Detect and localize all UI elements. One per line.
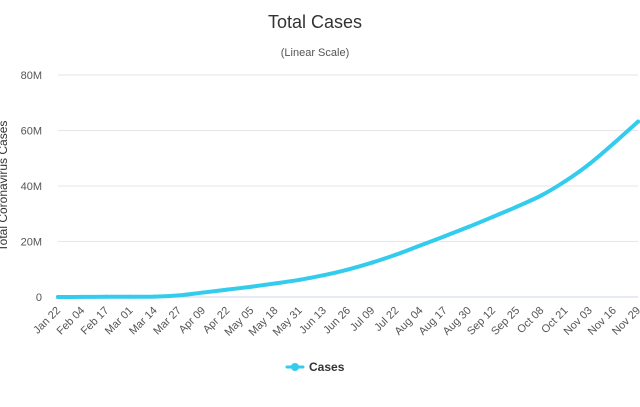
data-point[interactable] bbox=[636, 119, 640, 124]
data-point[interactable] bbox=[611, 141, 616, 146]
data-point[interactable] bbox=[225, 287, 230, 292]
data-point[interactable] bbox=[491, 214, 495, 219]
data-point[interactable] bbox=[321, 273, 326, 278]
data-point[interactable] bbox=[297, 277, 302, 282]
y-tick-label: 80M bbox=[21, 70, 42, 82]
data-point[interactable] bbox=[176, 293, 181, 298]
data-point[interactable] bbox=[152, 294, 157, 299]
y-axis-label: Total Coronavirus Cases bbox=[0, 121, 10, 252]
chart-title: Total Cases bbox=[268, 12, 362, 32]
data-point[interactable] bbox=[104, 294, 109, 299]
data-point[interactable] bbox=[370, 260, 375, 265]
data-point[interactable] bbox=[442, 234, 447, 239]
y-tick-label: 20M bbox=[21, 237, 42, 249]
x-tick-label: Jul 09 bbox=[348, 305, 377, 334]
data-point[interactable] bbox=[394, 252, 399, 257]
data-point[interactable] bbox=[346, 267, 350, 272]
data-point[interactable] bbox=[418, 243, 423, 248]
series-layer bbox=[56, 119, 640, 299]
data-point[interactable] bbox=[128, 294, 133, 299]
y-axis-ticks: 0 20M 40M 60M 80M bbox=[21, 70, 42, 304]
x-tick-label: Jun 26 bbox=[321, 305, 353, 337]
data-point[interactable] bbox=[80, 294, 85, 299]
data-point[interactable] bbox=[515, 204, 520, 209]
data-point[interactable] bbox=[466, 224, 471, 229]
data-point[interactable] bbox=[249, 284, 254, 289]
grid-lines bbox=[58, 74, 638, 242]
data-point[interactable] bbox=[56, 294, 60, 299]
data-point[interactable] bbox=[563, 179, 568, 184]
data-point[interactable] bbox=[273, 281, 278, 286]
y-tick-label: 0 bbox=[36, 292, 42, 304]
data-point[interactable] bbox=[201, 290, 205, 295]
legend[interactable]: Cases bbox=[285, 360, 345, 374]
y-tick-label: 40M bbox=[21, 181, 42, 193]
y-tick-label: 60M bbox=[21, 126, 42, 138]
legend-label-cases[interactable]: Cases bbox=[309, 360, 345, 374]
chart-subtitle: (Linear Scale) bbox=[281, 47, 349, 59]
data-point[interactable] bbox=[539, 193, 544, 198]
data-point[interactable] bbox=[587, 161, 592, 166]
legend-marker-cases bbox=[291, 363, 299, 371]
